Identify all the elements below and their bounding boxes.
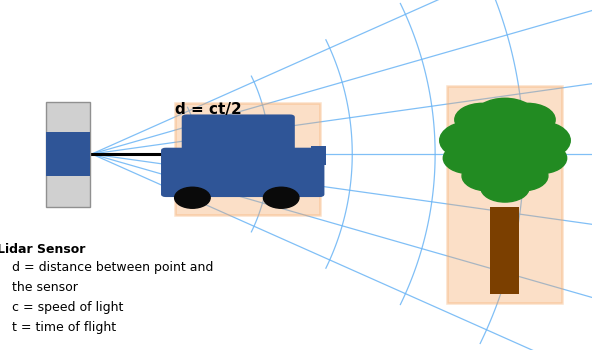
Bar — [46, 102, 91, 206]
Circle shape — [505, 121, 570, 160]
FancyBboxPatch shape — [182, 114, 295, 155]
Text: Lidar Sensor: Lidar Sensor — [0, 243, 86, 256]
Bar — [447, 86, 562, 303]
Bar — [175, 103, 320, 215]
Circle shape — [263, 187, 299, 208]
Circle shape — [462, 161, 513, 191]
Circle shape — [514, 143, 567, 174]
Bar — [490, 206, 519, 294]
Circle shape — [474, 98, 536, 135]
Circle shape — [455, 122, 555, 182]
FancyBboxPatch shape — [161, 148, 324, 197]
Circle shape — [440, 121, 505, 160]
Text: d = distance between point and: d = distance between point and — [12, 261, 213, 274]
Circle shape — [500, 103, 555, 136]
Bar — [311, 146, 326, 165]
Circle shape — [497, 161, 548, 191]
Text: t = time of flight: t = time of flight — [12, 321, 116, 334]
Text: d = ct/2: d = ct/2 — [175, 102, 242, 117]
Text: c = speed of light: c = speed of light — [12, 301, 123, 314]
Circle shape — [481, 174, 529, 202]
Text: the sensor: the sensor — [12, 281, 78, 294]
Circle shape — [175, 187, 210, 208]
Bar — [46, 132, 91, 176]
Circle shape — [443, 143, 496, 174]
Circle shape — [455, 103, 510, 136]
